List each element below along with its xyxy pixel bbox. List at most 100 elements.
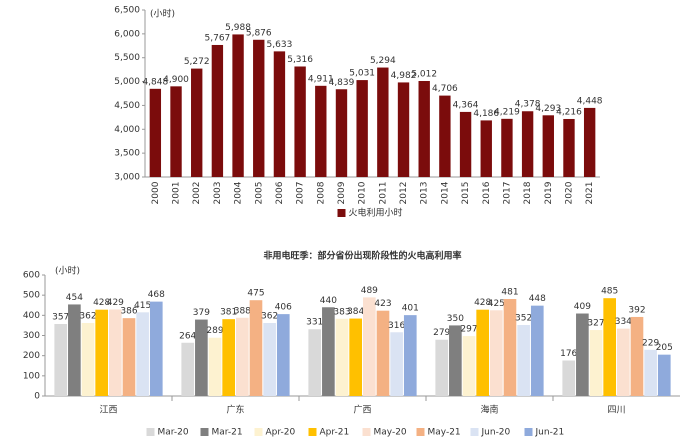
- bar: [322, 307, 335, 396]
- data-label: 4,706: [432, 84, 458, 94]
- x-tick-label: 四川: [607, 406, 625, 416]
- data-label: 428: [474, 298, 491, 308]
- y-tick-label: 6,500: [114, 6, 140, 16]
- data-label: 388: [234, 306, 251, 316]
- bar: [122, 318, 136, 396]
- y-tick-label: 500: [23, 291, 40, 301]
- bar: [630, 316, 644, 396]
- data-label: 379: [193, 308, 210, 318]
- legend-label: Apr-20: [266, 428, 296, 438]
- data-label: 4,982: [391, 71, 417, 81]
- bar: [208, 337, 222, 396]
- bar: [617, 328, 630, 396]
- y-tick-label: 600: [23, 271, 40, 281]
- data-label: 485: [601, 287, 618, 297]
- data-label: 5,012: [411, 69, 437, 79]
- data-label: 383: [333, 307, 350, 317]
- data-label: 357: [52, 313, 69, 323]
- data-label: 5,988: [225, 23, 251, 33]
- bar: [54, 324, 68, 396]
- x-tick-label: 2014: [440, 181, 450, 204]
- data-label: 4,848: [142, 77, 168, 87]
- data-label: 440: [320, 296, 337, 306]
- data-label: 362: [79, 311, 96, 321]
- data-label: 475: [247, 289, 264, 299]
- bar: [462, 336, 476, 396]
- data-label: 289: [206, 326, 223, 336]
- data-label: 4,219: [494, 107, 520, 117]
- bar: [501, 118, 513, 177]
- bar: [181, 342, 195, 396]
- data-label: 5,767: [205, 33, 231, 43]
- bar: [191, 68, 203, 177]
- legend-swatch: [470, 428, 479, 436]
- x-tick-label: 2002: [192, 182, 202, 205]
- data-label: 4,216: [556, 107, 582, 117]
- bar: [308, 329, 322, 396]
- legend-label: 火电利用小时: [349, 207, 403, 219]
- data-label: 415: [134, 301, 151, 311]
- bar: [403, 315, 417, 396]
- data-label: 297: [460, 325, 477, 335]
- data-label: 4,911: [308, 74, 334, 84]
- bar: [149, 88, 162, 177]
- data-label: 279: [433, 328, 450, 338]
- x-tick-label: 2005: [254, 182, 264, 205]
- bar: [397, 82, 410, 177]
- legend-label: May-20: [374, 428, 407, 438]
- bar: [589, 330, 603, 396]
- x-tick-label: 2012: [399, 182, 409, 205]
- bar: [335, 89, 348, 177]
- bar: [603, 298, 616, 396]
- bar: [335, 318, 349, 396]
- legend-swatch: [308, 428, 317, 436]
- x-tick-label: 2004: [234, 181, 244, 204]
- bar: [263, 322, 276, 396]
- x-tick-label: 2015: [461, 182, 471, 205]
- x-tick-label: 海南: [480, 404, 498, 416]
- bar: [149, 301, 163, 396]
- y-tick-label: 5,500: [114, 53, 140, 63]
- bar: [276, 314, 290, 396]
- data-label: 334: [615, 317, 632, 327]
- bar: [390, 332, 403, 396]
- data-label: 386: [120, 307, 137, 317]
- data-label: 327: [587, 319, 604, 329]
- y-tick-label: 5,000: [114, 77, 140, 87]
- x-tick-label: 广东: [226, 404, 244, 416]
- bar: [480, 120, 492, 177]
- legend-label: Jun-21: [535, 428, 565, 438]
- bar: [356, 80, 368, 177]
- y-tick-label: 200: [23, 351, 40, 361]
- legend-label: Apr-21: [320, 428, 350, 438]
- bar: [521, 111, 534, 177]
- data-label: 4,378: [515, 100, 541, 110]
- data-label: 176: [560, 349, 577, 359]
- bar: [195, 319, 208, 396]
- y-tick-label: 300: [23, 331, 40, 341]
- y-tick-label: 6,000: [114, 29, 140, 39]
- bar: [232, 34, 244, 177]
- data-label: 352: [515, 314, 532, 324]
- unit-label: (小时): [55, 265, 80, 277]
- x-tick-label: 2000: [151, 181, 161, 204]
- legend-label: Mar-21: [212, 428, 243, 438]
- bar: [583, 107, 596, 177]
- data-label: 448: [529, 294, 546, 304]
- legend-label: May-21: [428, 428, 461, 438]
- x-tick-label: 2017: [502, 182, 512, 205]
- data-label: 381: [220, 308, 237, 318]
- y-tick-label: 3,000: [114, 173, 140, 183]
- data-label: 481: [501, 287, 518, 297]
- x-tick-label: 2016: [482, 181, 492, 204]
- bar: [503, 298, 517, 396]
- bar: [294, 66, 306, 177]
- data-label: 409: [574, 302, 591, 312]
- x-tick-label: 2019: [544, 181, 554, 204]
- bar: [490, 310, 503, 396]
- data-label: 5,633: [267, 40, 293, 50]
- legend-swatch: [362, 428, 371, 436]
- bar: [459, 111, 472, 177]
- data-label: 423: [374, 299, 391, 309]
- bar: [376, 310, 390, 396]
